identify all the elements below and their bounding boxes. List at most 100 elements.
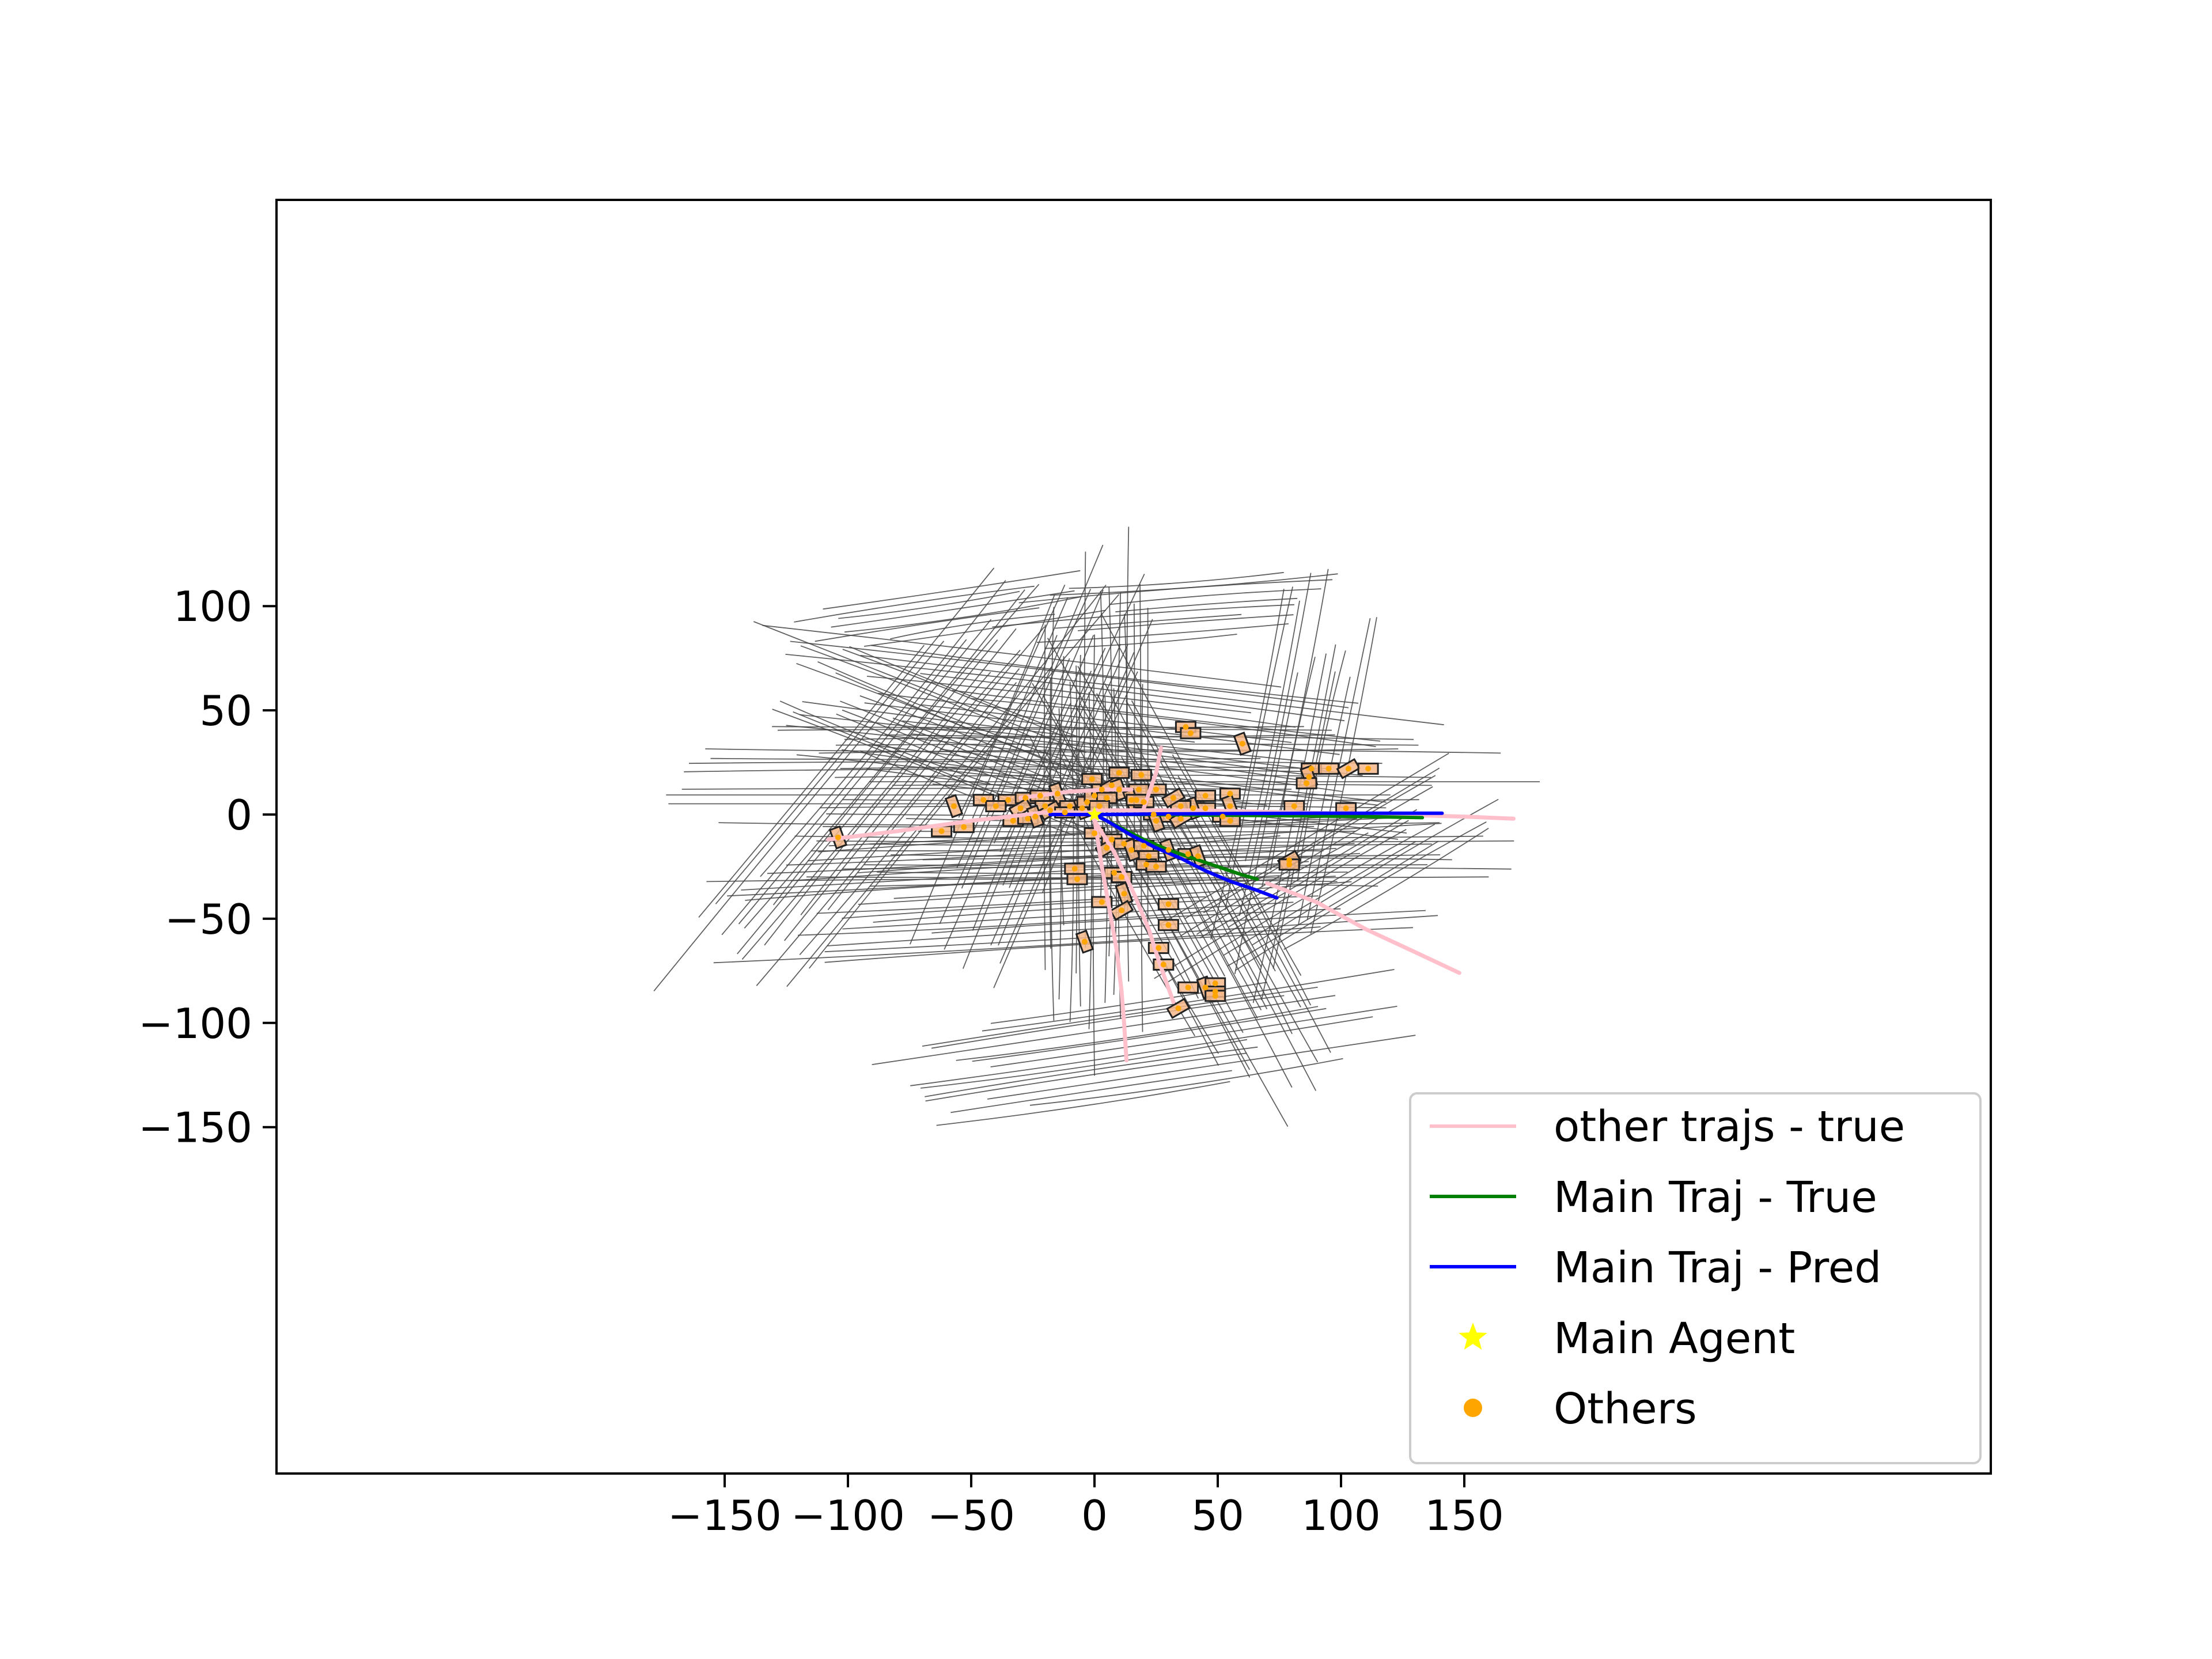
others-point — [1153, 817, 1159, 824]
others-point — [1227, 817, 1233, 824]
y-tick-label: 100 — [173, 582, 252, 631]
others-point — [1286, 861, 1293, 868]
lane-line-diagonal-a — [790, 641, 1349, 709]
others-point — [1109, 836, 1115, 843]
others-point — [1071, 866, 1078, 872]
lane-line-west-diagonal — [800, 649, 1021, 915]
lane-line-south — [990, 982, 1267, 1024]
lane-line-northwest — [817, 661, 1091, 770]
x-tick-label: 50 — [1191, 1491, 1244, 1540]
lane-line-east-vertical — [1252, 653, 1327, 1003]
others-point — [1037, 793, 1043, 799]
lane-line-northsouth — [1088, 692, 1093, 1029]
lane-line-steep-a — [1009, 574, 1145, 888]
lane-line-northwest — [800, 645, 1035, 738]
others-point — [1096, 803, 1103, 809]
others-point — [1074, 876, 1080, 882]
lane-line-north — [815, 607, 1040, 642]
legend-others-label: Others — [1554, 1384, 1697, 1434]
lane-line-eastwest — [684, 768, 1321, 772]
lane-line-eastwest — [885, 734, 1335, 737]
lane-line-east-vertical — [1245, 600, 1300, 861]
others-point — [1165, 847, 1172, 853]
others-point — [1202, 984, 1209, 991]
others-point — [1089, 776, 1095, 782]
lane-line-northsouth — [1084, 551, 1086, 948]
others-point — [1150, 812, 1157, 817]
lane-line-east-vertical — [1297, 676, 1351, 926]
others-point — [993, 803, 999, 809]
y-tick-label: 50 — [199, 687, 252, 735]
lane-line-northwest — [859, 750, 1075, 836]
lane-line-southeast — [1154, 829, 1407, 979]
series-line-other-trajs-true — [1092, 816, 1129, 1063]
lane-line-diagonal-a — [920, 673, 1251, 714]
x-tick-label: 100 — [1301, 1491, 1380, 1540]
others-point — [1308, 766, 1315, 772]
lane-line-diagonal-b — [745, 872, 1219, 901]
others-point — [1025, 816, 1031, 822]
others-point — [1212, 980, 1218, 987]
others-point — [1165, 922, 1172, 928]
others-point — [1121, 891, 1127, 897]
series-line-other-trajs-true — [1265, 881, 1461, 975]
trajectory-series — [826, 745, 1516, 1063]
y-tick-label: 0 — [226, 791, 252, 839]
lane-line-steep-b — [1043, 695, 1251, 1070]
lane-line-steep-b — [1131, 700, 1301, 1007]
lane-line-north-east — [1109, 588, 1321, 605]
lane-line-east-vertical — [1272, 671, 1336, 969]
others-point — [1022, 795, 1029, 801]
others-point — [1190, 805, 1196, 812]
lane-line-south — [872, 995, 1336, 1065]
others-point — [980, 797, 987, 803]
lane-line-steep-b — [1032, 683, 1251, 1078]
lane-line-west-diagonal — [772, 584, 1040, 906]
lane-line-north-east — [1069, 571, 1284, 589]
others-point — [1116, 786, 1122, 793]
legend-main-agent-label: Main Agent — [1554, 1314, 1795, 1363]
lane-line-south — [920, 1039, 1248, 1089]
main-agent-star — [1086, 806, 1103, 821]
others-point — [1133, 797, 1139, 803]
lane-line-steep-a — [939, 544, 1104, 925]
others-point — [1042, 803, 1048, 809]
others-point — [1032, 813, 1039, 820]
others-point — [1343, 805, 1349, 812]
lane-line-north — [831, 590, 1075, 628]
others-point — [1119, 907, 1125, 914]
lane-line-west-diagonal — [764, 672, 991, 946]
others-point — [961, 824, 967, 830]
others-point — [1239, 741, 1245, 747]
lane-line-north-east — [1078, 614, 1294, 631]
lane-line-diagonal-a — [762, 624, 1282, 688]
lane-line-north — [838, 590, 1020, 619]
lane-line-diagonal-a — [911, 733, 1300, 781]
lane-line-northsouth — [1092, 634, 1095, 1076]
lane-line-east-vertical — [1234, 672, 1298, 975]
others-point — [1365, 766, 1372, 772]
lane-line-south — [922, 986, 1318, 1047]
lane-line-west-diagonal — [744, 589, 1025, 929]
x-tick-label: 150 — [1425, 1491, 1503, 1540]
x-tick-label: −150 — [668, 1491, 782, 1540]
others-point — [1165, 901, 1172, 907]
legend: other trajs - true Main Traj - True Main… — [1409, 1092, 1982, 1464]
lane-line-north — [863, 609, 1107, 647]
others-point — [1047, 807, 1053, 813]
lane-line-west-diagonal — [738, 619, 992, 925]
lane-line-west-diagonal — [715, 567, 995, 904]
lane-line-east-vertical — [1210, 589, 1285, 940]
lane-line-northwest — [753, 621, 1087, 753]
lane-line-east-vertical — [1261, 644, 1336, 1001]
lane-line-west-diagonal — [698, 645, 925, 918]
others-point — [1079, 805, 1085, 812]
lane-line-eastwest — [772, 726, 1304, 729]
lane-line-south — [987, 1035, 1416, 1100]
others-point — [1185, 984, 1191, 991]
others-point — [1156, 945, 1162, 951]
lane-line-south — [925, 1052, 1247, 1102]
lane-line-steep-b — [1096, 693, 1317, 1091]
lane-line-south — [950, 1070, 1232, 1113]
others-point — [1062, 809, 1068, 816]
